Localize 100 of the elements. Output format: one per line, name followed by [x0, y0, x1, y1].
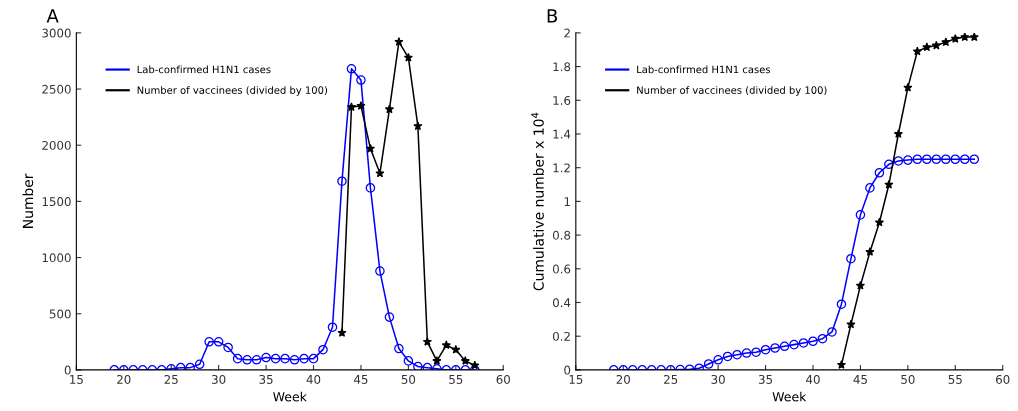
point: [194, 359, 205, 370]
point: [884, 159, 894, 170]
point: [922, 154, 932, 165]
x-tick-label: 15: [70, 375, 83, 384]
point: [713, 354, 723, 365]
x-tick-label: 60: [496, 374, 510, 384]
point: [232, 353, 243, 364]
point: [941, 154, 951, 165]
point: [950, 33, 960, 43]
y-tick-label: 500: [49, 309, 71, 319]
point: [460, 356, 470, 365]
point: [789, 339, 799, 350]
point: [950, 154, 961, 165]
x-tick-label: 25: [664, 374, 678, 384]
x-tick-label: 25: [164, 374, 178, 384]
point: [375, 266, 385, 276]
point: [865, 183, 875, 193]
point: [346, 64, 357, 74]
y-tick-label: 2000: [42, 140, 71, 150]
y-tick-label: 1500: [42, 197, 71, 207]
point: [185, 362, 195, 370]
legend-label: Number of vaccinees (divided by 100): [637, 86, 827, 96]
y-tick-label: 0.2: [552, 331, 570, 341]
y-tick-label: 1.2: [553, 163, 570, 173]
point: [874, 217, 884, 227]
y-axis-title: Cumulative number x 10$^{4}$: [531, 112, 544, 291]
point: [969, 154, 980, 165]
y-tick-label: 1000: [42, 253, 71, 263]
y-tick-label: 0.8: [552, 230, 571, 240]
y-tick-label: 0: [564, 365, 571, 375]
point: [922, 42, 932, 52]
point: [903, 155, 913, 165]
point: [432, 356, 442, 365]
y-tick-label: 2500: [42, 84, 71, 94]
x-tick-label: 55: [449, 375, 463, 384]
point: [855, 210, 866, 220]
point: [403, 52, 413, 62]
point: [960, 32, 970, 42]
point: [732, 349, 742, 360]
point: [760, 344, 771, 355]
point: [470, 360, 480, 370]
point: [441, 340, 451, 350]
point: [356, 101, 366, 110]
point: [836, 360, 847, 369]
point: [722, 351, 733, 362]
point: [846, 319, 856, 329]
y-tick-label: 2: [564, 28, 570, 38]
point: [403, 356, 414, 366]
point: [318, 344, 328, 355]
x-tick-label: 40: [306, 374, 321, 384]
y-tick-label: 3000: [42, 28, 71, 38]
point: [422, 362, 433, 370]
y-tick-label: 0: [64, 365, 71, 375]
point: [223, 342, 233, 353]
point: [836, 299, 847, 309]
point: [289, 354, 300, 365]
point: [959, 154, 970, 165]
point: [855, 280, 866, 290]
point: [741, 348, 752, 358]
y-tick-label: 1: [564, 197, 570, 206]
point: [770, 343, 780, 353]
point: [175, 362, 186, 370]
y-tick-label: 1.8: [553, 62, 571, 72]
point: [394, 343, 404, 354]
point: [941, 37, 951, 47]
point: [912, 154, 923, 165]
y-axis-title: Number: [22, 173, 34, 228]
point: [827, 327, 837, 337]
point: [893, 156, 904, 166]
point: [337, 328, 347, 337]
legend-label: Lab-confirmed H1N1 cases: [137, 65, 271, 74]
point: [394, 37, 404, 46]
point: [384, 312, 395, 322]
point: [261, 352, 271, 363]
point: [251, 354, 262, 365]
point: [213, 337, 224, 347]
point: [694, 363, 704, 370]
point: [375, 168, 385, 178]
y-tick-label: 0.4: [552, 298, 571, 308]
x-tick-label: 30: [711, 374, 725, 384]
point: [798, 338, 809, 348]
legend-label: Lab-confirmed H1N1 cases: [637, 65, 771, 74]
point: [817, 333, 828, 344]
point: [365, 143, 376, 153]
point: [346, 102, 357, 112]
point: [365, 183, 376, 193]
chart-title: A: [46, 9, 59, 23]
x-tick-label: 50: [401, 374, 416, 384]
x-tick-label: 15: [569, 375, 583, 384]
x-tick-label: 35: [758, 374, 773, 384]
point: [327, 322, 338, 333]
x-axis-title: Week: [273, 391, 307, 402]
point: [413, 121, 423, 131]
x-tick-label: 50: [901, 374, 915, 384]
point: [242, 354, 252, 365]
x-axis-title: Week: [772, 391, 807, 402]
point: [356, 75, 366, 85]
chart-title: B: [547, 9, 558, 23]
x-tick-label: 30: [212, 374, 226, 384]
x-tick-label: 20: [616, 374, 630, 384]
